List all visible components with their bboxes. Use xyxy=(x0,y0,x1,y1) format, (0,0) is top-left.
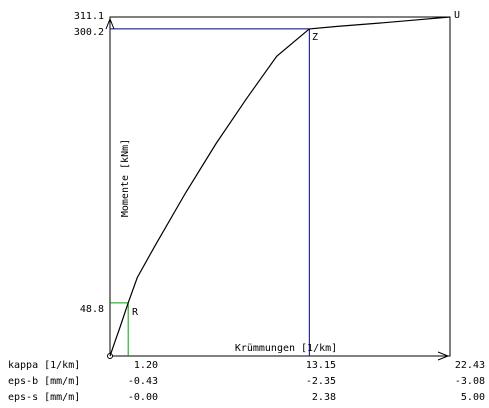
table-row-eps-b: eps-b [mm/m] -0.43 -2.35 -3.08 xyxy=(0,375,489,389)
value-r: 1.20 xyxy=(133,360,158,371)
y-tick-label-48.8: 48.8 xyxy=(80,304,104,315)
state-values-table: kappa [1/km] 1.20 13.15 22.43 eps-b [mm/… xyxy=(0,359,489,408)
value-r: -0.43 xyxy=(127,376,158,387)
y-axis-label: Momente [kNm] xyxy=(120,139,131,217)
value-u: -3.08 xyxy=(454,376,485,387)
y-tick-label-311.1: 311.1 xyxy=(74,11,104,22)
row-label: eps-b [mm/m] xyxy=(8,376,81,387)
y-axis-arrowhead xyxy=(105,17,115,30)
labels-layer: 48.8 300.2 311.1 Momente [kNm] Krümmunge… xyxy=(74,10,460,354)
table-row-kappa: kappa [1/km] 1.20 13.15 22.43 xyxy=(0,359,489,373)
value-z: 2.38 xyxy=(311,392,336,403)
axes-layer xyxy=(105,17,450,361)
point-label-u: U xyxy=(454,10,460,21)
x-axis-arrowhead xyxy=(437,351,450,361)
curve-layer xyxy=(109,16,451,357)
value-z: -2.35 xyxy=(305,376,336,387)
value-z: 13.15 xyxy=(305,360,336,371)
value-r: -0.00 xyxy=(127,392,158,403)
point-label-r: R xyxy=(132,307,139,318)
plot-frame xyxy=(109,16,451,357)
value-u: 22.43 xyxy=(454,360,485,371)
table-row-eps-s: eps-s [mm/m] -0.00 2.38 5.00 xyxy=(0,391,489,405)
moment-curvature-line xyxy=(109,16,451,357)
value-u: 5.00 xyxy=(460,392,485,403)
point-label-z: Z xyxy=(312,32,318,43)
row-label: eps-s [mm/m] xyxy=(8,392,81,403)
y-tick-label-300.2: 300.2 xyxy=(74,27,104,38)
x-axis-label: Krümmungen [1/km] xyxy=(235,343,337,354)
guides-layer xyxy=(110,28,310,356)
row-label: kappa [1/km] xyxy=(8,360,81,371)
